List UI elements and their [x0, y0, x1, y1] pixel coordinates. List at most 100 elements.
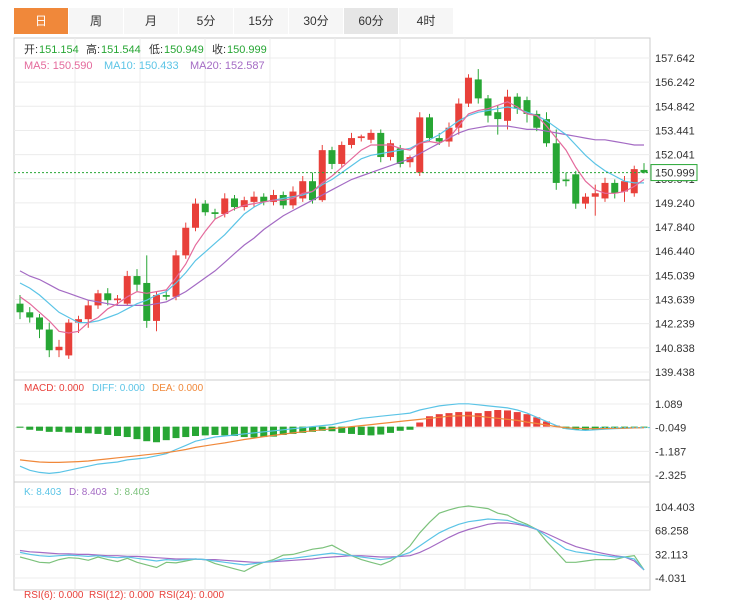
info-low-label: 低: — [149, 43, 163, 56]
candle-body — [221, 198, 229, 214]
candle-body — [416, 117, 424, 173]
macd-legend: MACD: 0.000 — [24, 383, 84, 394]
candle-body — [172, 255, 180, 297]
info-low-value: 150.949 — [164, 44, 204, 56]
candle-body — [396, 148, 404, 164]
macd-bar — [416, 422, 424, 427]
ma20-line — [19, 125, 644, 306]
diff-line — [19, 403, 645, 475]
candle-body — [318, 150, 326, 201]
y-tick-label: 146.440 — [655, 246, 695, 258]
diff-legend: DIFF: 0.000 — [92, 383, 145, 394]
macd-bar — [445, 413, 453, 427]
candle-body — [270, 194, 277, 202]
macd-bar — [338, 426, 346, 433]
candle-body — [26, 312, 34, 318]
tab-3[interactable]: 5分 — [179, 8, 234, 34]
macd-bar — [367, 426, 375, 436]
candle-body — [75, 319, 82, 323]
macd-bar — [201, 426, 209, 436]
kdj-panel — [19, 505, 645, 573]
candle-body — [104, 293, 112, 301]
macd-bar — [513, 412, 521, 427]
candle-body — [348, 138, 355, 145]
ma10-legend: MA10: 150.433 — [104, 60, 179, 72]
d-line — [19, 522, 645, 571]
candle-body — [192, 203, 199, 228]
k-line — [19, 518, 645, 571]
d-legend: D: 8.403 — [69, 487, 107, 498]
macd-bar — [387, 426, 394, 433]
macd-bar — [231, 426, 238, 437]
macd-bar — [348, 426, 355, 434]
candle-body — [611, 182, 619, 194]
macd-bar — [435, 414, 443, 427]
y-tick-label: 139.438 — [655, 367, 695, 379]
dea-line — [19, 415, 645, 463]
macd-bar — [270, 426, 277, 437]
tab-6[interactable]: 60分 — [344, 8, 399, 34]
macd-bar — [123, 426, 131, 438]
j-legend: J: 8.403 — [114, 487, 150, 498]
candle-body — [143, 282, 151, 321]
macd-bar — [65, 426, 73, 433]
candle-body — [426, 117, 433, 139]
ma5-legend: MA5: 150.590 — [24, 60, 93, 72]
candle-body — [562, 179, 570, 182]
tab-2[interactable]: 月 — [124, 8, 179, 34]
candle-body — [591, 193, 599, 197]
candle-body — [211, 212, 219, 214]
period-tabs: 日周月 5分 15分 30分 60分 4时 — [14, 8, 454, 34]
info-high-label: 高: — [86, 42, 100, 56]
last-price-box — [650, 164, 698, 182]
candle-body — [84, 305, 92, 320]
tab-1[interactable]: 周 — [69, 8, 124, 34]
candle-body — [523, 100, 531, 114]
macd-bar — [240, 426, 248, 438]
candle-body — [153, 295, 160, 321]
macd-bar — [630, 426, 638, 428]
macd-bar — [143, 426, 151, 442]
macd-bar — [504, 410, 511, 427]
kdj-tick-label: 104.403 — [655, 502, 695, 514]
macd-bar — [162, 426, 170, 441]
macd-bar — [172, 426, 180, 439]
candle-body — [640, 169, 648, 173]
macd-bar — [26, 426, 34, 430]
candlestick-series — [16, 69, 648, 359]
candle-body — [406, 157, 414, 163]
y-tick-label: 143.639 — [655, 295, 695, 307]
macd-bar — [533, 417, 541, 427]
macd-bar — [45, 426, 53, 432]
candle-body — [162, 295, 170, 297]
tab-7[interactable]: 4时 — [399, 8, 454, 34]
macd-bar — [465, 411, 472, 427]
tab-4[interactable]: 15分 — [234, 8, 289, 34]
macd-panel — [16, 403, 650, 475]
candle-body — [250, 196, 258, 202]
ma20-legend: MA20: 152.587 — [190, 60, 265, 72]
macd-bar — [84, 426, 92, 434]
macd-bar — [182, 426, 190, 438]
k-legend: K: 8.403 — [24, 487, 62, 498]
macd-bar — [192, 426, 199, 437]
candle-body — [435, 138, 443, 142]
candle-body — [94, 293, 102, 306]
candle-body — [572, 174, 580, 204]
macd-tick-label: -0.049 — [655, 423, 686, 435]
tab-0[interactable]: 日 — [14, 8, 69, 34]
macd-tick-label: 1.089 — [655, 399, 683, 411]
macd-bar — [377, 426, 385, 435]
candle-body — [133, 276, 141, 285]
y-tick-label: 145.039 — [655, 270, 695, 282]
macd-bar — [221, 426, 229, 436]
kdj-panel-border — [13, 481, 651, 591]
tab-5[interactable]: 30分 — [289, 8, 344, 34]
ma5-line — [19, 101, 645, 334]
candle-body — [445, 127, 453, 142]
candle-body — [621, 181, 628, 192]
y-tick-label: 140.838 — [655, 343, 695, 355]
candle-body — [455, 103, 463, 128]
macd-bar — [299, 426, 307, 433]
